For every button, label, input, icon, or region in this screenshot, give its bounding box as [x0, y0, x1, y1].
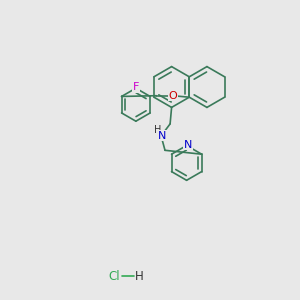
Text: Cl: Cl — [108, 269, 120, 283]
Text: N: N — [184, 140, 192, 150]
Text: H: H — [154, 125, 162, 135]
Text: O: O — [168, 91, 177, 101]
Text: F: F — [133, 82, 139, 92]
Text: H: H — [135, 269, 144, 283]
Text: N: N — [158, 131, 166, 141]
